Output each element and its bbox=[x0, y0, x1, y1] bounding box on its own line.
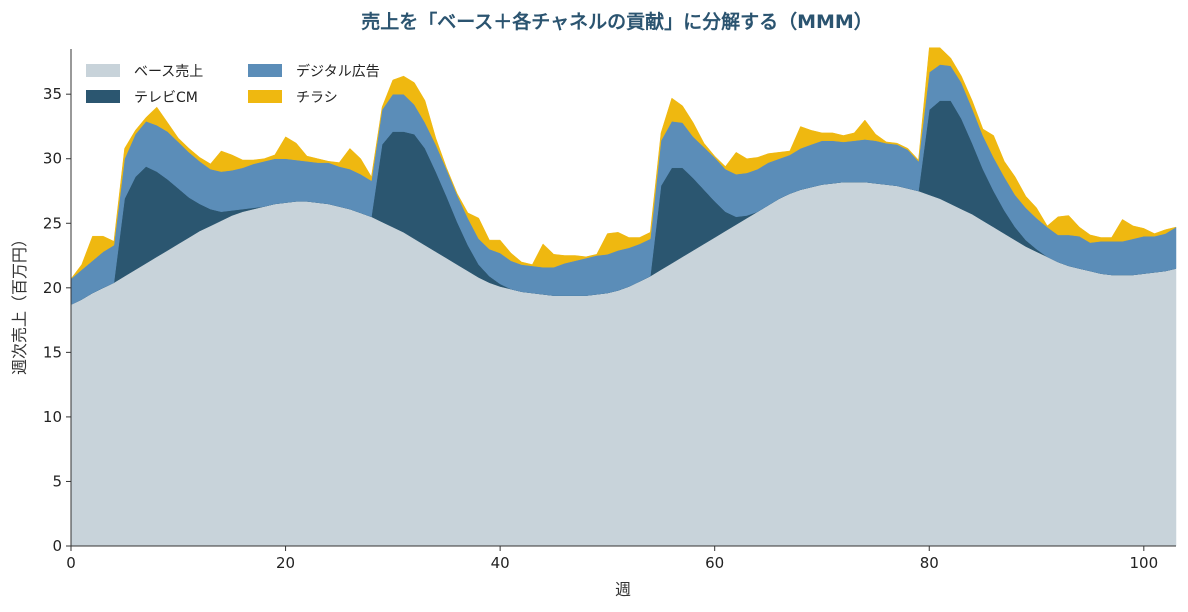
x-tick-label: 80 bbox=[920, 554, 939, 572]
y-tick-label: 10 bbox=[43, 408, 62, 426]
legend-swatch bbox=[248, 64, 282, 77]
x-tick-label: 0 bbox=[66, 554, 76, 572]
y-tick-label: 30 bbox=[43, 150, 62, 168]
y-tick-label: 25 bbox=[43, 214, 62, 232]
legend-label: テレビCM bbox=[134, 90, 198, 106]
area-series-3 bbox=[70, 47, 1177, 279]
x-axis-label: 週 bbox=[615, 580, 631, 599]
x-tick-label: 20 bbox=[276, 554, 295, 572]
x-tick-label: 100 bbox=[1129, 554, 1158, 572]
x-tick-label: 60 bbox=[705, 554, 724, 572]
y-tick-label: 5 bbox=[52, 472, 62, 490]
chart-title: 売上を「ベース＋各チャネルの貢献」に分解する（MMM） bbox=[361, 10, 873, 33]
y-tick-label: 15 bbox=[43, 343, 62, 361]
legend-swatch bbox=[248, 90, 282, 103]
legend-swatch bbox=[86, 64, 120, 77]
y-tick-label: 20 bbox=[43, 279, 62, 297]
axes: 0 20 40 60 80 100 0 5 10 15 20 25 30 35 bbox=[43, 49, 1176, 572]
y-tick-label: 0 bbox=[52, 537, 62, 555]
x-tick-label: 40 bbox=[491, 554, 510, 572]
legend-swatch bbox=[86, 90, 120, 103]
x-ticks: 0 20 40 60 80 100 bbox=[66, 546, 1158, 572]
legend-label: デジタル広告 bbox=[296, 63, 380, 80]
y-axis-label: 週次売上（百万円） bbox=[10, 231, 29, 375]
y-ticks: 0 5 10 15 20 25 30 35 bbox=[43, 85, 71, 555]
legend-label: ベース売上 bbox=[134, 64, 203, 80]
legend-label: チラシ bbox=[296, 90, 338, 106]
y-tick-label: 35 bbox=[43, 85, 62, 103]
stacked-areas bbox=[70, 47, 1177, 547]
